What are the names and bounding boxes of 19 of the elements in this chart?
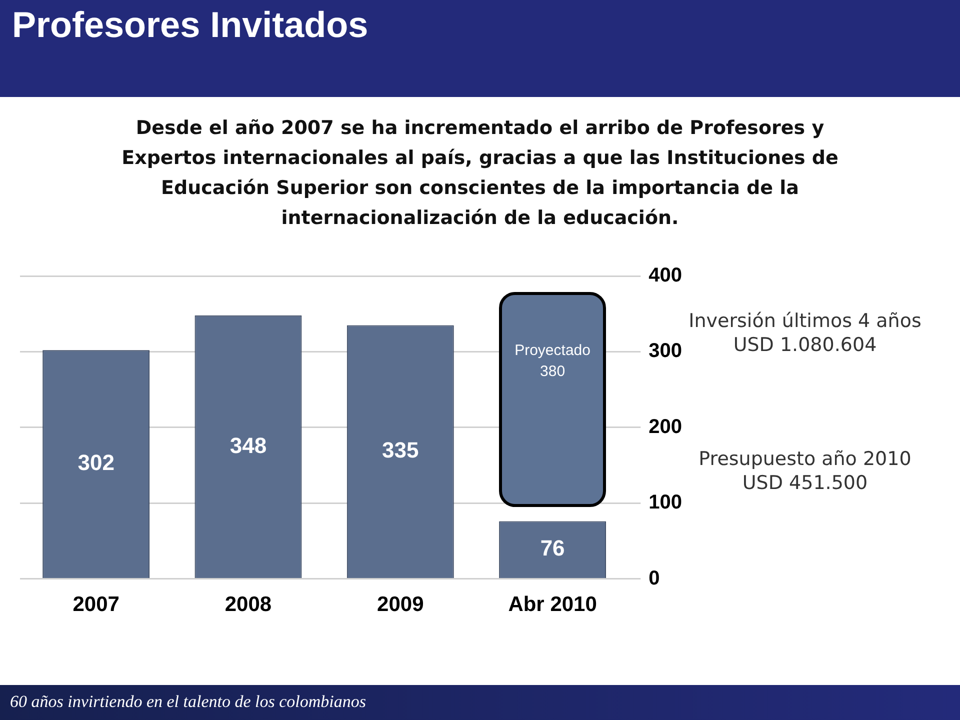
chart-subtitle: Desde el año 2007 se ha incrementado el arribo de Profesores y Expertos internacionales al país, gracias a que las Instituciones de Educación Superior son conscientes de la importancia de la internacionalización de la educación. [120, 116, 840, 231]
chart-title: Profesores Invitados [12, 4, 368, 46]
y-tick-label: 0 [648, 567, 660, 590]
y-tick-label: 100 [648, 492, 682, 514]
annotation: Proyectado 380 [514, 341, 592, 382]
text: Presupuesto año 2010 USD 451.500 [698, 448, 912, 494]
y-tick-label: 200 [648, 416, 682, 438]
y-tick-label: 300 [648, 340, 682, 362]
text: 60 años invirtiendo en el talento de los colombianos [10, 692, 366, 712]
y-tick-label: 400 [648, 264, 682, 287]
x-tick-label: 2008 [224, 593, 272, 616]
x-tick-label: Abr 2010 [508, 593, 597, 616]
data-label: 348 [230, 432, 267, 458]
data-label: 335 [382, 438, 419, 463]
x-tick-label: 2007 [72, 593, 120, 616]
x-tick-label: 2009 [377, 593, 424, 616]
data-label: 302 [78, 450, 114, 476]
text: Inversión últimos 4 años USD 1.080.604 [688, 310, 922, 356]
data-label: 76 [540, 536, 565, 561]
